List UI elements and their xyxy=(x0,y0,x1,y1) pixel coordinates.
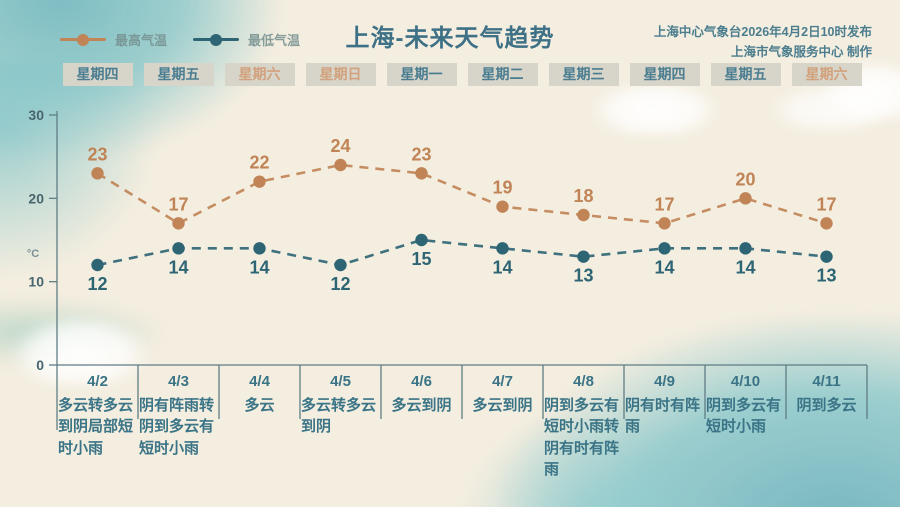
forecast-description: 阴到多云 xyxy=(796,397,857,414)
weekday-cell: 星期一 xyxy=(381,63,462,86)
forecast-cell: 4/11 阴到多云 xyxy=(786,366,867,480)
weekday-label-weekend: 星期六 xyxy=(224,63,295,86)
page-title: 上海-未来天气趋势 xyxy=(345,25,555,52)
svg-text:13: 13 xyxy=(816,266,836,286)
forecast-cell: 4/5 多云转多云到阴 xyxy=(300,366,381,480)
svg-text:17: 17 xyxy=(654,194,674,214)
weekday-cell: 星期五 xyxy=(705,63,786,86)
publisher-line-1: 上海中心气象台2026年4月2日10时发布 xyxy=(653,25,872,39)
legend-item-low: 最低气温 xyxy=(193,30,300,49)
forecast-cell: 4/8 阴到多云有短时小雨转阴有时有阵雨 xyxy=(543,366,624,480)
forecast-cell: 4/7 多云到阴 xyxy=(462,366,543,480)
svg-text:17: 17 xyxy=(816,194,836,214)
svg-text:20: 20 xyxy=(735,169,755,189)
chart-legend: 最高气温 最低气温 xyxy=(60,30,300,49)
weekday-label: 星期四 xyxy=(629,63,700,86)
weekday-cell: 星期六 xyxy=(786,63,867,86)
weekday-label: 星期三 xyxy=(548,63,619,86)
weekday-cell: 星期五 xyxy=(138,63,219,86)
legend-label-high: 最高气温 xyxy=(115,33,168,48)
forecast-date: 4/5 xyxy=(330,373,351,390)
forecast-description: 多云 xyxy=(244,397,275,414)
weekday-label: 星期四 xyxy=(62,63,133,86)
svg-text:14: 14 xyxy=(168,257,188,277)
forecast-date: 4/6 xyxy=(411,373,432,390)
weekday-header-row: 星期四 星期五 星期六 星期日 星期一 星期二 星期三 星期四 星期五 星期六 xyxy=(57,63,867,86)
svg-text:0: 0 xyxy=(36,357,44,373)
forecast-date: 4/4 xyxy=(249,373,270,390)
forecast-date: 4/10 xyxy=(730,373,761,390)
svg-text:10: 10 xyxy=(28,274,44,290)
weekday-cell: 星期三 xyxy=(543,63,624,86)
forecast-description: 多云转多云到阴 xyxy=(301,397,377,436)
svg-text:17: 17 xyxy=(168,194,188,214)
weekday-label: 星期五 xyxy=(710,63,781,86)
svg-text:14: 14 xyxy=(249,257,269,277)
weekday-label: 星期五 xyxy=(143,63,214,86)
forecast-description: 多云到阴 xyxy=(472,397,533,414)
svg-text:13: 13 xyxy=(573,266,593,286)
svg-text:18: 18 xyxy=(573,186,593,206)
forecast-date: 4/8 xyxy=(573,373,594,390)
forecast-date: 4/9 xyxy=(654,373,675,390)
forecast-description: 阴有时有阵雨 xyxy=(625,397,701,436)
forecast-cell: 4/2 多云转多云到阴局部短时小雨 xyxy=(57,366,138,480)
weekday-label-weekend: 星期日 xyxy=(305,63,376,86)
forecast-date: 4/7 xyxy=(492,373,513,390)
weekday-label: 星期二 xyxy=(467,63,538,86)
forecast-cell: 4/3 阴有阵雨转阴到多云有短时小雨 xyxy=(138,366,219,480)
forecast-cell: 4/4 多云 xyxy=(219,366,300,480)
forecast-date: 4/3 xyxy=(168,373,189,390)
svg-text:23: 23 xyxy=(87,144,107,164)
weekday-cell: 星期六 xyxy=(219,63,300,86)
weekday-label: 星期一 xyxy=(386,63,457,86)
forecast-cell: 4/6 多云到阴 xyxy=(381,366,462,480)
svg-text:14: 14 xyxy=(735,257,755,277)
publisher-line-2: 上海市气象服务中心 制作 xyxy=(731,45,872,59)
svg-text:12: 12 xyxy=(87,274,107,294)
high-temp-line-icon xyxy=(60,38,106,41)
svg-text:14: 14 xyxy=(654,257,674,277)
forecast-table: 4/2 多云转多云到阴局部短时小雨 4/3 阴有阵雨转阴到多云有短时小雨 4/4 多云 4/… xyxy=(57,366,867,480)
forecast-description: 阴有阵雨转阴到多云有短时小雨 xyxy=(139,397,215,457)
forecast-date: 4/11 xyxy=(812,373,841,390)
publisher-info: 上海中心气象台2026年4月2日10时发布 上海市气象服务中心 制作 xyxy=(654,22,872,62)
legend-label-low: 最低气温 xyxy=(248,33,301,48)
forecast-cell: 4/10 阴到多云有短时小雨 xyxy=(705,366,786,480)
svg-text:30: 30 xyxy=(28,107,44,123)
forecast-description: 多云转多云到阴局部短时小雨 xyxy=(58,397,134,457)
svg-text:20: 20 xyxy=(28,190,44,206)
legend-item-high: 最高气温 xyxy=(60,30,167,49)
weekday-cell: 星期日 xyxy=(300,63,381,86)
forecast-description: 多云到阴 xyxy=(391,397,452,414)
svg-text:23: 23 xyxy=(411,144,431,164)
svg-text:12: 12 xyxy=(330,274,350,294)
svg-text:24: 24 xyxy=(330,136,350,156)
weekday-cell: 星期四 xyxy=(624,63,705,86)
forecast-date: 4/2 xyxy=(87,373,108,390)
forecast-description: 阴到多云有短时小雨 xyxy=(706,397,782,436)
svg-text:°C: °C xyxy=(27,248,39,260)
low-temp-line-icon xyxy=(193,38,240,41)
forecast-description: 阴到多云有短时小雨转阴有时有阵雨 xyxy=(544,397,620,478)
weekday-cell: 星期二 xyxy=(462,63,543,86)
weekday-label-weekend: 星期六 xyxy=(791,63,862,86)
svg-text:22: 22 xyxy=(249,153,269,173)
svg-text:14: 14 xyxy=(492,257,512,277)
svg-text:15: 15 xyxy=(411,249,431,269)
weekday-cell: 星期四 xyxy=(57,63,138,86)
forecast-cell: 4/9 阴有时有阵雨 xyxy=(624,366,705,480)
svg-text:19: 19 xyxy=(492,178,512,198)
